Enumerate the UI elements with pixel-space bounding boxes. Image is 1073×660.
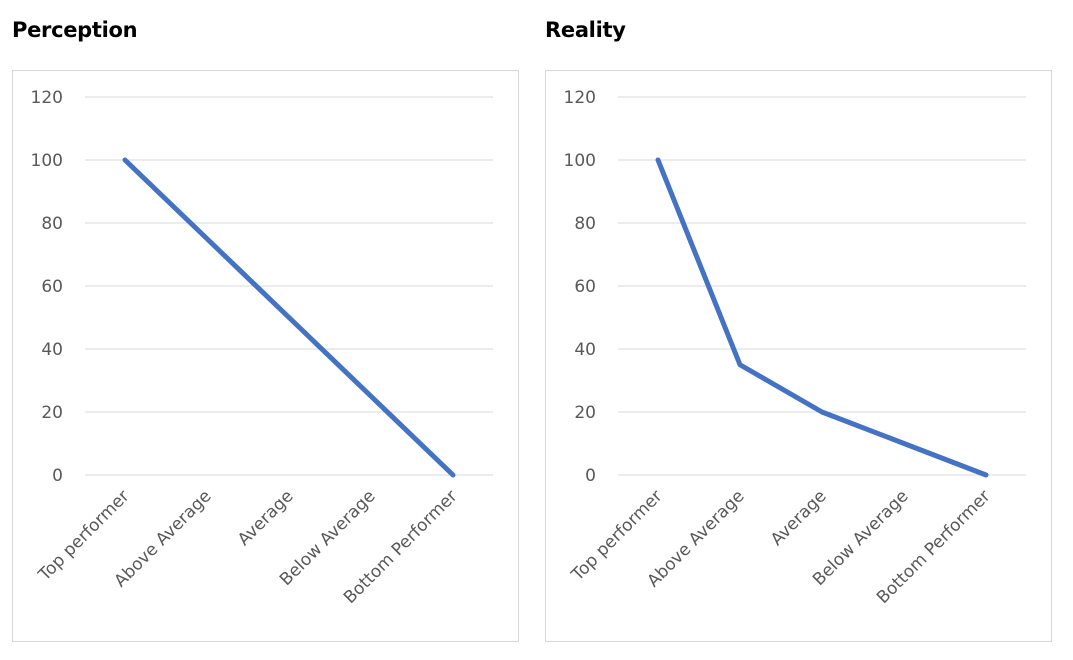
y-tick-label: 100 <box>31 151 63 171</box>
y-tick-label: 40 <box>574 340 596 360</box>
y-tick-label: 80 <box>574 214 596 234</box>
y-tick-label: 60 <box>41 277 63 297</box>
y-tick-label: 20 <box>41 403 63 423</box>
series-line <box>122 157 456 478</box>
chart-frame <box>12 70 519 642</box>
reality-chart: Reality 0 20 40 60 80 100 120 Top performer Abov… <box>533 0 1053 660</box>
x-tick-label: Average <box>767 486 831 550</box>
x-tick-label: Average <box>234 486 298 550</box>
y-tick-label: 0 <box>52 466 63 486</box>
y-tick-label: 120 <box>564 88 596 108</box>
y-tick-label: 100 <box>564 151 596 171</box>
y-tick-label: 0 <box>585 466 596 486</box>
y-tick-label: 60 <box>574 277 596 297</box>
y-tick-label: 40 <box>41 340 63 360</box>
chart-title: Perception <box>12 18 138 42</box>
y-tick-label: 120 <box>31 88 63 108</box>
series-line <box>655 157 989 478</box>
chart-frame <box>545 70 1052 642</box>
chart-title: Reality <box>545 18 626 42</box>
y-tick-label: 20 <box>574 403 596 423</box>
perception-chart: Perception 0 20 40 60 80 100 120 Top performer A… <box>0 0 520 660</box>
y-tick-label: 80 <box>41 214 63 234</box>
